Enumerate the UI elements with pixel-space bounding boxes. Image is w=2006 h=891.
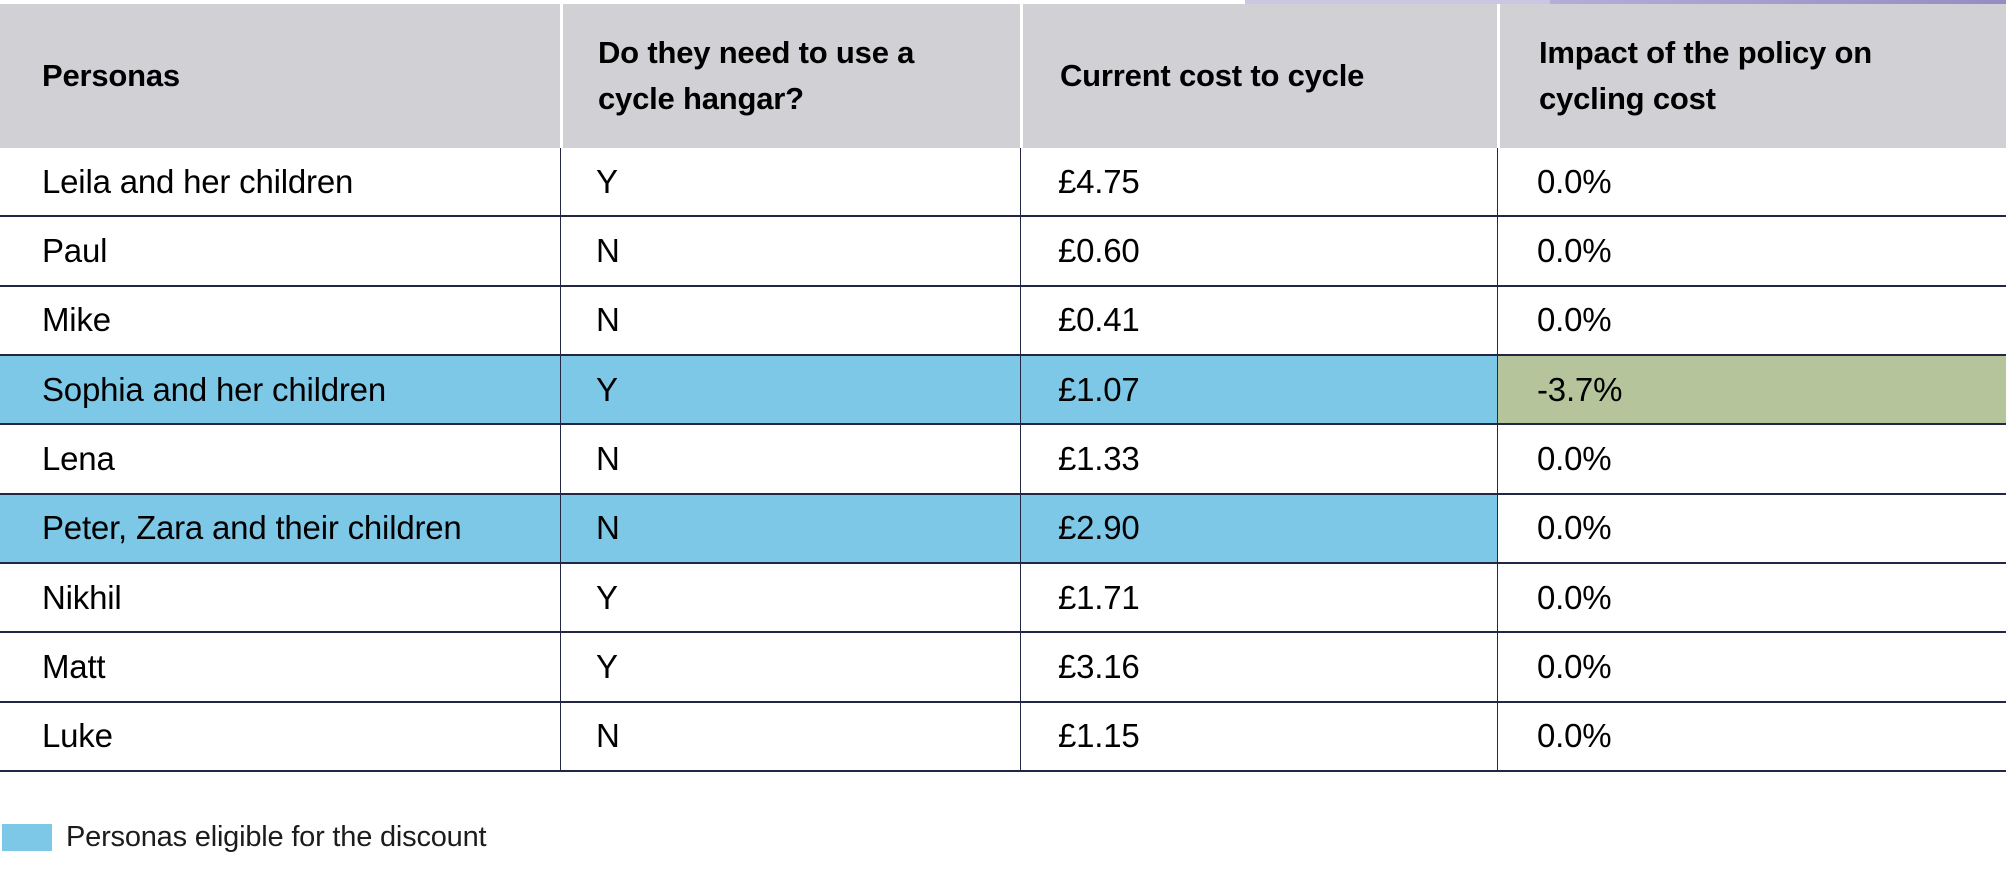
cell-cycle-hangar-needed-text: N xyxy=(596,439,620,477)
legend-swatch-blue xyxy=(2,823,52,851)
cell-policy-impact-text: 0.0% xyxy=(1537,162,1612,200)
cell-policy-impact-text: 0.0% xyxy=(1537,231,1612,269)
cell-current-cost: £1.15 xyxy=(1020,702,1497,770)
artifact-segment xyxy=(1245,0,1550,4)
column-header-label: Current cost to cycle xyxy=(1060,58,1365,93)
cell-current-cost-text: £2.90 xyxy=(1058,509,1140,547)
cell-policy-impact-text: 0.0% xyxy=(1537,717,1612,755)
cell-policy-impact: 0.0% xyxy=(1497,425,2006,493)
table-row: Lena N £1.33 0.0% xyxy=(0,425,2006,495)
cell-current-cost-text: £1.33 xyxy=(1058,439,1140,477)
cell-current-cost: £1.71 xyxy=(1020,563,1497,632)
legend-label: Personas eligible for the discount xyxy=(66,820,487,853)
cell-policy-impact: -3.7% xyxy=(1497,355,2006,424)
cell-personas: Paul xyxy=(0,217,560,284)
cell-policy-impact-text: 0.0% xyxy=(1537,509,1612,547)
cell-current-cost: £0.41 xyxy=(1020,286,1497,354)
cell-policy-impact: 0.0% xyxy=(1497,633,2006,701)
table-row: Mike N £0.41 0.0% xyxy=(0,286,2006,356)
cell-cycle-hangar-needed: N xyxy=(560,702,1020,770)
cell-cycle-hangar-needed: Y xyxy=(560,148,1020,216)
cell-personas: Peter, Zara and their children xyxy=(0,494,560,562)
cell-cycle-hangar-needed: N xyxy=(560,425,1020,493)
cell-cycle-hangar-needed-text: N xyxy=(596,231,620,269)
cell-personas: Leila and her children xyxy=(0,148,560,215)
cell-current-cost-text: £1.07 xyxy=(1058,370,1140,408)
column-header-cycle-hangar-needed: Do they need to use a cycle hangar? xyxy=(560,4,1020,148)
table-row: Peter, Zara and their children N £2.90 0.0% xyxy=(0,494,2006,564)
cell-current-cost-text: £3.16 xyxy=(1058,647,1140,685)
cell-policy-impact-text: 0.0% xyxy=(1537,301,1612,339)
cropped-top-artifact xyxy=(0,0,2006,4)
cell-cycle-hangar-needed: Y xyxy=(560,563,1020,632)
cell-cycle-hangar-needed-text: Y xyxy=(596,647,618,685)
cell-personas-text: Paul xyxy=(42,231,108,269)
cell-policy-impact: 0.0% xyxy=(1497,563,2006,632)
artifact-segment xyxy=(1550,0,2006,4)
cell-policy-impact-text: -3.7% xyxy=(1537,370,1623,408)
cell-policy-impact-text: 0.0% xyxy=(1537,578,1612,616)
cell-cycle-hangar-needed-text: Y xyxy=(596,162,618,200)
personas-cost-table: Personas Do they need to use a cycle hang… xyxy=(0,4,2006,772)
cell-cycle-hangar-needed-text: N xyxy=(596,509,620,547)
cell-current-cost-text: £1.71 xyxy=(1058,578,1140,616)
cell-cycle-hangar-needed: N xyxy=(560,286,1020,354)
column-header-label: Do they need to use a cycle hangar? xyxy=(598,35,915,116)
cell-current-cost-text: £4.75 xyxy=(1058,162,1140,200)
table-row: Paul N £0.60 0.0% xyxy=(0,217,2006,287)
cell-cycle-hangar-needed-text: Y xyxy=(596,370,618,408)
cell-current-cost: £4.75 xyxy=(1020,148,1497,216)
cell-personas-text: Nikhil xyxy=(42,578,122,616)
cell-cycle-hangar-needed: Y xyxy=(560,355,1020,424)
cell-current-cost: £1.33 xyxy=(1020,425,1497,493)
cell-policy-impact: 0.0% xyxy=(1497,217,2006,285)
table-row: Sophia and her children Y £1.07 -3.7% xyxy=(0,355,2006,426)
cell-personas-text: Sophia and her children xyxy=(42,370,386,408)
cell-personas-text: Mike xyxy=(42,301,111,339)
cell-personas: Mike xyxy=(0,287,560,354)
cell-policy-impact: 0.0% xyxy=(1497,702,2006,770)
cell-personas-text: Leila and her children xyxy=(42,162,354,200)
table-row: Leila and her children Y £4.75 0.0% xyxy=(0,148,2006,218)
cell-policy-impact: 0.0% xyxy=(1497,286,2006,354)
cell-personas: Sophia and her children xyxy=(0,355,560,424)
cell-current-cost: £0.60 xyxy=(1020,217,1497,285)
column-header-label: Impact of the policy on cycling cost xyxy=(1539,35,1872,116)
cell-personas-text: Lena xyxy=(42,439,115,477)
column-header-policy-impact: Impact of the policy on cycling cost xyxy=(1497,4,2006,148)
table-row: Luke N £1.15 0.0% xyxy=(0,702,2006,772)
cell-current-cost: £2.90 xyxy=(1020,494,1497,562)
cell-personas-text: Luke xyxy=(42,717,113,755)
cell-personas: Matt xyxy=(0,633,560,700)
column-header-label: Personas xyxy=(42,58,180,93)
cell-cycle-hangar-needed-text: N xyxy=(596,717,620,755)
cell-current-cost-text: £1.15 xyxy=(1058,717,1140,755)
cell-personas: Luke xyxy=(0,703,560,770)
cell-policy-impact-text: 0.0% xyxy=(1537,439,1612,477)
cell-policy-impact: 0.0% xyxy=(1497,494,2006,562)
column-header-current-cost: Current cost to cycle xyxy=(1020,4,1497,148)
legend: Personas eligible for the discount xyxy=(2,820,487,853)
cell-personas-text: Matt xyxy=(42,647,106,685)
table-body: Leila and her children Y £4.75 0.0% Paul N £0.… xyxy=(0,148,2006,772)
cell-cycle-hangar-needed: Y xyxy=(560,633,1020,701)
cell-personas: Lena xyxy=(0,425,560,492)
cell-policy-impact: 0.0% xyxy=(1497,148,2006,216)
table-row: Nikhil Y £1.71 0.0% xyxy=(0,563,2006,634)
cell-cycle-hangar-needed: N xyxy=(560,217,1020,285)
cell-current-cost-text: £0.60 xyxy=(1058,231,1140,269)
table-header-row: Personas Do they need to use a cycle hang… xyxy=(0,4,2006,148)
cell-current-cost-text: £0.41 xyxy=(1058,301,1140,339)
cell-current-cost: £1.07 xyxy=(1020,355,1497,424)
table-row: Matt Y £3.16 0.0% xyxy=(0,633,2006,703)
column-header-personas: Personas xyxy=(0,4,560,148)
cell-personas: Nikhil xyxy=(0,564,560,631)
cell-personas-text: Peter, Zara and their children xyxy=(42,509,462,547)
cell-cycle-hangar-needed-text: N xyxy=(596,301,620,339)
cell-policy-impact-text: 0.0% xyxy=(1537,647,1612,685)
cell-current-cost: £3.16 xyxy=(1020,633,1497,701)
cell-cycle-hangar-needed-text: Y xyxy=(596,578,618,616)
cell-cycle-hangar-needed: N xyxy=(560,494,1020,562)
